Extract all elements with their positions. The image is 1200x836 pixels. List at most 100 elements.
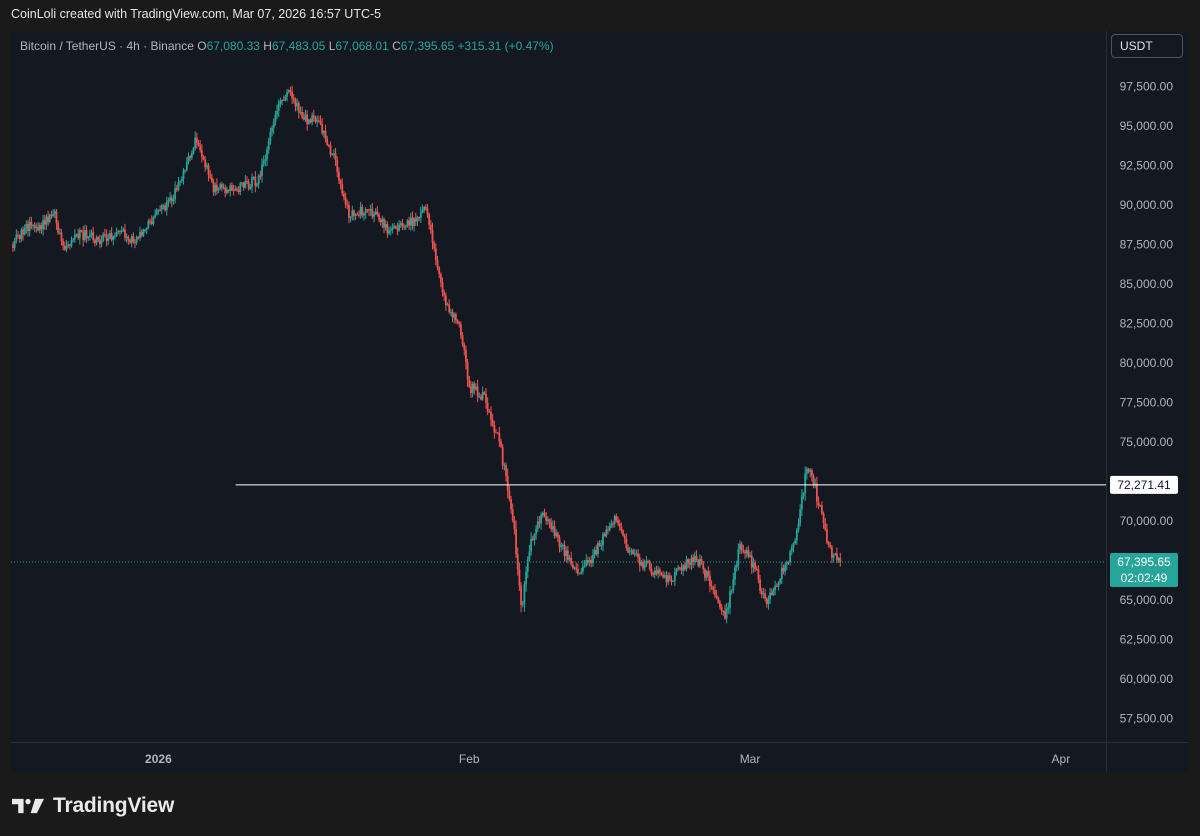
candle-body — [831, 547, 833, 558]
candle-body — [633, 553, 636, 555]
candle-body — [115, 232, 118, 236]
candle-body — [555, 532, 558, 536]
candle-body — [185, 161, 188, 170]
candle-body — [558, 537, 561, 548]
candle-body — [568, 557, 571, 560]
candle-body — [837, 558, 840, 561]
candle-body — [699, 559, 701, 566]
candle-body — [615, 516, 618, 521]
candle-body — [140, 232, 143, 236]
candle-body — [575, 567, 578, 570]
candle-body — [409, 217, 412, 226]
overlay-lines — [11, 484, 1106, 563]
candle-body — [662, 574, 665, 578]
candle-body — [334, 153, 337, 160]
candle-body — [195, 137, 198, 143]
candle-body — [353, 210, 355, 216]
candle-body — [52, 213, 55, 217]
candle-body — [244, 181, 247, 188]
candle-body — [169, 197, 172, 201]
candle-body — [47, 216, 50, 222]
candle-body — [588, 560, 591, 563]
candle-body — [364, 209, 367, 214]
currency-button[interactable]: USDT — [1111, 34, 1183, 58]
price-tick-label: 95,000.00 — [1120, 119, 1174, 133]
candle-body — [408, 220, 410, 226]
candle-body — [87, 236, 90, 239]
candle-body — [167, 200, 170, 202]
candle-body — [553, 526, 556, 536]
candle-body — [839, 558, 842, 562]
candle-body — [391, 227, 394, 230]
candle-body — [251, 177, 253, 188]
candle-body — [508, 490, 511, 500]
candle-body — [677, 567, 680, 569]
candle-body — [819, 505, 822, 507]
price-tick-label: 62,500.00 — [1120, 632, 1174, 646]
candle-body — [488, 411, 491, 413]
candle-body — [608, 526, 611, 531]
candle-body — [702, 562, 705, 570]
candle-body — [685, 559, 688, 570]
candle-body — [571, 564, 574, 569]
symbol-legend: Bitcoin / TetherUS · 4h · Binance O67,08… — [20, 39, 554, 53]
candle-body — [142, 229, 145, 236]
candle-body — [137, 236, 140, 239]
price-axis: 100,000.0097,500.0095,000.0092,500.0090,… — [1113, 40, 1174, 725]
candle-body — [787, 561, 790, 563]
candle-body — [680, 568, 683, 571]
candle-body — [246, 181, 248, 183]
candle-body — [127, 236, 130, 241]
candle-body — [97, 237, 100, 240]
candle-body — [117, 231, 120, 233]
candle-body — [254, 176, 257, 186]
candle-body — [836, 553, 838, 561]
candle-body — [221, 184, 223, 188]
candle-body — [266, 149, 268, 160]
tradingview-brand[interactable]: TradingView — [12, 794, 174, 818]
candle-body — [652, 573, 655, 575]
candle-body — [396, 228, 399, 231]
candle-body — [164, 205, 166, 211]
candle-body — [642, 561, 644, 569]
candle-body — [648, 561, 651, 569]
candle-body — [384, 223, 387, 228]
candle-body — [730, 590, 733, 592]
candle-body — [436, 259, 439, 268]
candle-body — [525, 571, 527, 585]
candle-body — [732, 579, 735, 591]
candle-body — [105, 234, 108, 241]
candle-body — [147, 220, 150, 228]
candle-body — [60, 232, 63, 242]
candle-body — [486, 402, 489, 412]
candle-body — [516, 554, 519, 570]
candle-body — [693, 555, 696, 562]
candle-body — [58, 232, 61, 234]
candle-body — [403, 226, 405, 228]
candle-body — [222, 187, 225, 189]
candle-body — [439, 274, 442, 283]
open-value: 67,080.33 — [206, 39, 260, 53]
candle-body — [428, 214, 431, 225]
candle-body — [242, 182, 245, 188]
candle-body — [717, 597, 720, 603]
candle-body — [100, 241, 103, 244]
candle-body — [180, 178, 183, 181]
candle-body — [414, 218, 417, 222]
candle-body — [715, 595, 718, 598]
candle-body — [724, 610, 726, 619]
chart-pane[interactable] — [11, 31, 1188, 772]
candle-body — [336, 159, 339, 172]
candle-body — [291, 91, 294, 98]
candle-body — [697, 559, 700, 566]
candle-body — [780, 567, 783, 580]
candle-body — [578, 573, 581, 575]
candle-body — [551, 526, 554, 530]
candle-body — [779, 579, 782, 583]
candle-body — [144, 229, 146, 231]
candle-body — [68, 244, 71, 246]
candle-body — [423, 206, 426, 211]
candle-body — [826, 529, 828, 543]
candle-body — [658, 569, 661, 574]
